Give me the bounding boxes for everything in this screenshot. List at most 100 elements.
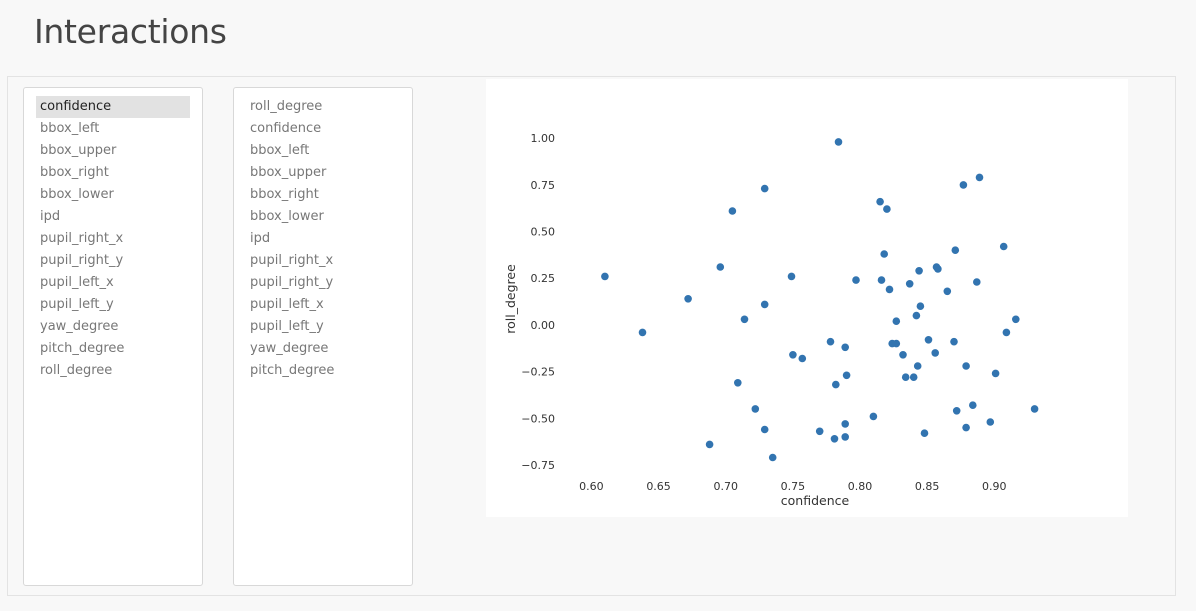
- scatter-point: [834, 138, 843, 146]
- x-tick-label: 0.70: [713, 480, 738, 493]
- y-option-bbox-left[interactable]: bbox_left: [250, 143, 310, 158]
- scatter-point: [877, 276, 886, 284]
- scatter-point: [832, 380, 840, 389]
- scatter-point: [740, 315, 749, 324]
- x-option-pupil-right-y[interactable]: pupil_right_y: [40, 253, 124, 268]
- x-axis-label: confidence: [781, 493, 850, 508]
- y-tick-label: −0.50: [521, 412, 555, 425]
- scatter-chart: 0.60 0.65 0.70 0.75 0.80 0.85 0.90 1.00 0.75 0.50…: [486, 79, 1128, 517]
- scatter-point: [973, 278, 981, 286]
- y-option-bbox-upper[interactable]: bbox_upper: [250, 165, 327, 180]
- scatter-point: [885, 285, 894, 294]
- y-option-bbox-right[interactable]: bbox_right: [250, 187, 319, 202]
- scatter-point: [1002, 328, 1011, 337]
- scatter-point: [905, 280, 914, 288]
- scatter-point: [915, 267, 923, 275]
- scatter-chart-svg: 0.60 0.65 0.70 0.75 0.80 0.85 0.90 1.00 0.75 0.50…: [503, 132, 1039, 508]
- x-option-bbox-left[interactable]: bbox_left: [40, 121, 100, 136]
- x-option-bbox-right[interactable]: bbox_right: [40, 165, 109, 180]
- y-tick-label: 0.00: [531, 319, 556, 332]
- scatter-point: [876, 197, 884, 206]
- scatter-point: [962, 423, 970, 432]
- scatter-point: [916, 302, 925, 310]
- scatter-point: [826, 337, 835, 346]
- scatter-point: [684, 295, 692, 303]
- x-option-pupil-left-y[interactable]: pupil_left_y: [40, 297, 114, 312]
- scatter-point: [934, 265, 942, 273]
- scatter-point: [986, 418, 995, 426]
- scatter-point: [734, 379, 742, 387]
- scatter-point: [943, 287, 952, 296]
- y-option-roll-degree[interactable]: roll_degree: [250, 99, 323, 114]
- scatter-point: [901, 373, 910, 382]
- y-tick-label: 0.50: [531, 226, 556, 239]
- scatter-point: [909, 373, 918, 382]
- x-option-bbox-lower[interactable]: bbox_lower: [40, 187, 114, 202]
- y-option-confidence[interactable]: confidence: [250, 121, 322, 136]
- scatter-point: [716, 263, 725, 271]
- x-option-roll-degree[interactable]: roll_degree: [40, 363, 113, 378]
- y-option-bbox-lower[interactable]: bbox_lower: [250, 209, 324, 224]
- scatter-point: [899, 351, 907, 359]
- scatter-point: [951, 246, 960, 254]
- x-option-ipd[interactable]: ipd: [40, 209, 61, 224]
- scatter-point: [705, 440, 714, 449]
- scatter-point: [760, 184, 769, 193]
- y-option-pupil-right-x[interactable]: pupil_right_x: [250, 253, 334, 268]
- x-option-pupil-right-x[interactable]: pupil_right_x: [40, 231, 124, 246]
- scatter-point: [830, 435, 839, 443]
- x-tick-label: 0.60: [579, 480, 604, 493]
- x-option-pitch-degree[interactable]: pitch_degree: [40, 341, 125, 356]
- y-option-pupil-left-y[interactable]: pupil_left_y: [250, 319, 324, 334]
- scatter-point: [841, 420, 849, 428]
- scatter-point: [760, 425, 769, 434]
- y-option-pupil-left-x[interactable]: pupil_left_x: [250, 297, 324, 312]
- x-option-bbox-upper[interactable]: bbox_upper: [40, 143, 117, 158]
- scatter-point: [883, 205, 891, 213]
- y-tick-label: −0.75: [521, 459, 555, 472]
- y-tick-label: −0.25: [521, 366, 555, 379]
- x-option-pupil-left-x[interactable]: pupil_left_x: [40, 275, 114, 290]
- scatter-point: [852, 276, 860, 284]
- y-option-yaw-degree[interactable]: yaw_degree: [250, 341, 329, 356]
- scatter-point: [601, 272, 609, 281]
- scatter-point: [842, 371, 851, 380]
- scatter-point: [751, 405, 760, 413]
- y-option-ipd[interactable]: ipd: [250, 231, 271, 246]
- page-title: Interactions: [34, 12, 227, 51]
- y-axis-label: roll_degree: [503, 264, 518, 334]
- scatter-point: [999, 242, 1008, 251]
- scatter-point: [1030, 405, 1039, 413]
- scatter-point: [880, 250, 888, 258]
- scatter-point: [975, 173, 984, 182]
- x-tick-label: 0.90: [982, 480, 1007, 493]
- x-tick-label: 0.80: [848, 480, 873, 493]
- y-variable-select[interactable]: roll_degree confidence bbox_left bbox_upper…: [233, 87, 413, 586]
- x-tick-label: 0.85: [915, 480, 940, 493]
- y-option-pitch-degree[interactable]: pitch_degree: [250, 363, 335, 378]
- x-option-confidence[interactable]: confidence: [36, 96, 190, 118]
- scatter-point: [952, 407, 961, 415]
- scatter-point: [728, 207, 737, 215]
- scatter-point: [841, 433, 849, 441]
- scatter-point: [962, 362, 970, 370]
- scatter-point: [841, 343, 849, 352]
- x-tick-label: 0.75: [781, 480, 806, 493]
- scatter-point: [991, 369, 1000, 378]
- scatter-point: [815, 427, 824, 436]
- y-option-pupil-right-y[interactable]: pupil_right_y: [250, 275, 334, 290]
- y-tick-label: 1.00: [531, 132, 556, 145]
- scatter-point: [892, 317, 901, 325]
- scatter-point: [892, 339, 901, 348]
- y-tick-label: 0.25: [531, 272, 556, 285]
- scatter-point: [959, 181, 968, 189]
- scatter-point: [913, 362, 922, 370]
- x-tick-label: 0.65: [646, 480, 671, 493]
- scatter-point: [787, 272, 796, 281]
- x-option-yaw-degree[interactable]: yaw_degree: [40, 319, 119, 334]
- scatter-point: [931, 349, 939, 357]
- scatter-point: [1012, 315, 1020, 324]
- scatter-point: [760, 300, 769, 309]
- scatter-point: [950, 337, 958, 346]
